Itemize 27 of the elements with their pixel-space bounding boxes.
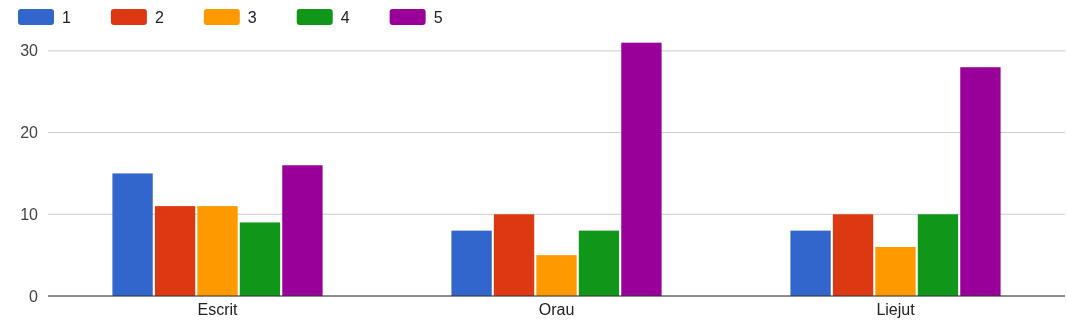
bar xyxy=(112,173,153,296)
bar xyxy=(578,230,620,296)
legend-label: 1 xyxy=(62,9,71,26)
x-tick-label: Escrit xyxy=(197,301,239,319)
bar xyxy=(536,255,577,296)
bar xyxy=(875,246,916,296)
bar xyxy=(790,230,831,296)
bar xyxy=(621,42,662,296)
bar xyxy=(832,214,874,296)
legend-label: 2 xyxy=(154,9,164,26)
y-tick-label: 20 xyxy=(20,124,39,142)
legend-label: 4 xyxy=(340,9,350,26)
legend-label: 5 xyxy=(433,9,443,26)
bar xyxy=(154,206,196,296)
y-tick-label: 0 xyxy=(29,287,39,305)
x-tick-label: Liejut xyxy=(876,301,916,319)
bar xyxy=(493,214,535,296)
bar xyxy=(282,165,323,296)
x-tick-label: Orau xyxy=(538,301,575,319)
bar xyxy=(451,230,492,296)
bar xyxy=(917,214,959,296)
bar xyxy=(239,222,281,296)
y-tick-label: 30 xyxy=(20,42,39,60)
bar xyxy=(197,206,238,296)
y-tick-label: 10 xyxy=(20,205,39,223)
legend-label: 3 xyxy=(247,9,257,26)
bar xyxy=(960,67,1001,296)
